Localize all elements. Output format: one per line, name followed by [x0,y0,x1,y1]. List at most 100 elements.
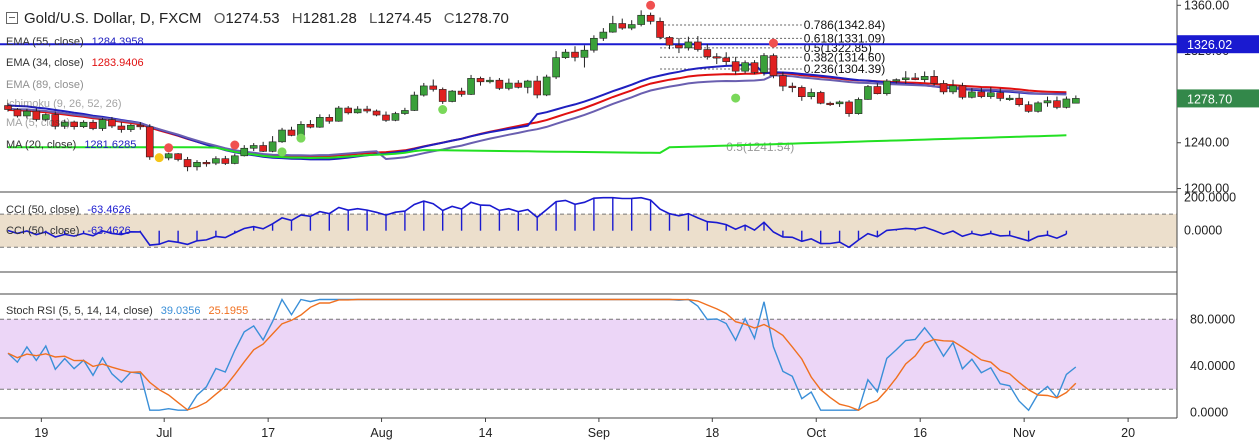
candle-body [98,119,107,129]
signal-dot [164,143,174,153]
candle-body [1024,104,1033,112]
candle-body [580,49,589,58]
legend-ema55[interactable]: EMA (55, close) 1284.3958 [6,36,144,48]
resistance-price-label: 1326.02 [1187,38,1232,52]
candle-body [202,162,211,165]
candle-body [807,92,816,97]
candle-body [599,31,608,39]
candle-body [316,117,324,128]
candle-body [221,158,230,164]
time-tick-label: Jul [156,426,172,440]
open-label: O [213,10,226,27]
candle-body [694,41,702,50]
candle-body [835,101,844,105]
candle-body [1005,97,1014,100]
cci-tick-label: 0.0000 [1184,224,1222,238]
candle-body [89,121,97,129]
signal-dot [731,93,741,103]
candle-body [779,75,787,87]
stoch-tick-label: 0.0000 [1190,406,1228,420]
candle-body [108,119,116,127]
price-tick-label: 1240.00 [1184,136,1229,150]
candle-body [136,124,145,128]
candle-body [60,121,69,127]
legend-stoch-rsi[interactable]: Stoch RSI (5, 5, 14, 14, close) 39.0356 25… [6,305,249,317]
candle-body [1034,102,1042,112]
candle-body [306,124,315,128]
candle-body [212,158,220,164]
cci-line [7,196,1067,249]
candle-body [1062,98,1071,108]
legend-ma5[interactable]: MA (5, close) [6,117,71,129]
legend-ichimoku[interactable]: Ichimoku (9, 26, 52, 26) [6,98,122,110]
resistance-price-tag [1177,35,1259,54]
legend-ema89[interactable]: EMA (89, close) [6,79,84,91]
stoch-tick-label: 40.0000 [1190,359,1235,373]
candle-body [1015,97,1023,106]
candle-body [249,145,258,149]
candle-body [533,80,542,96]
candle-body [23,110,31,117]
candle-body [4,105,12,110]
time-tick-label: 16 [913,426,927,440]
candle-body [514,82,523,88]
symbol-title: Gold/U.S. Dollar, D, FXCM [24,10,202,27]
candle-body [79,121,88,128]
signal-dot [646,0,656,10]
candle-body [552,57,560,78]
signal-dot [768,38,778,48]
candle-body [665,37,674,46]
cci-tick-label: 200.0000 [1184,191,1236,205]
candlestick-series [4,10,1080,172]
time-tick-label: Sep [588,426,610,440]
fib-label: 0.5(1241.54) [726,140,794,154]
candle-body [873,86,882,95]
candle-body [382,114,390,121]
candle-body [939,83,948,93]
candle-body [183,159,192,168]
legend-cci-1[interactable]: CCI (50, close) -63.4626 [6,204,131,216]
candle-body [854,99,863,114]
candle-body [703,49,712,57]
time-tick-label: Aug [370,426,392,440]
candle-body [637,14,645,25]
candle-body [712,56,721,59]
low-label: L [369,10,378,27]
candle-body [429,85,438,90]
symbol-header: Gold/U.S. Dollar, D, FXCM O1274.53 H1281… [6,10,509,27]
candle-body [476,78,485,83]
indicator-bands [0,214,1177,390]
stoch-rsi-pane [7,297,1077,412]
candle-body [231,155,239,164]
close-value: 1278.70 [454,10,509,27]
candle-body [278,129,286,143]
legend-ema34[interactable]: EMA (34, close) 1283.9406 [6,57,144,69]
candle-body [145,126,154,158]
open-value: 1274.53 [225,10,280,27]
candle-body [174,153,182,160]
candle-body [325,117,334,122]
low-value: 1274.45 [377,10,432,27]
fib-label: 0.786(1342.84) [804,18,885,32]
candle-body [287,129,296,136]
collapse-icon[interactable] [6,12,18,24]
candle-body [788,85,797,88]
time-axis[interactable]: 19 Jul 17 Aug 14 Sep 18 Oct 16 Nov 20 [34,418,1135,440]
candle-body [41,114,50,120]
candle-body [495,79,504,89]
legend-ma20[interactable]: MA (20, close) 1281.6285 [6,139,137,151]
candle-body [542,76,551,96]
price-axis[interactable]: 1360.001320.001280.001240.001200.00200.0… [1177,0,1259,420]
legend-cci-2[interactable]: CCI (50, close) -63.4626 [6,225,131,237]
signal-dot [438,105,448,115]
cci-pane [7,196,1068,249]
candle-body [334,107,343,122]
candle-body [391,113,400,121]
candle-body [259,145,267,152]
candle-body [797,87,806,97]
candle-body [769,55,778,76]
price-tick-label: 1200.00 [1184,182,1229,196]
candle-body [164,153,173,159]
ma-green-line [8,134,1067,160]
